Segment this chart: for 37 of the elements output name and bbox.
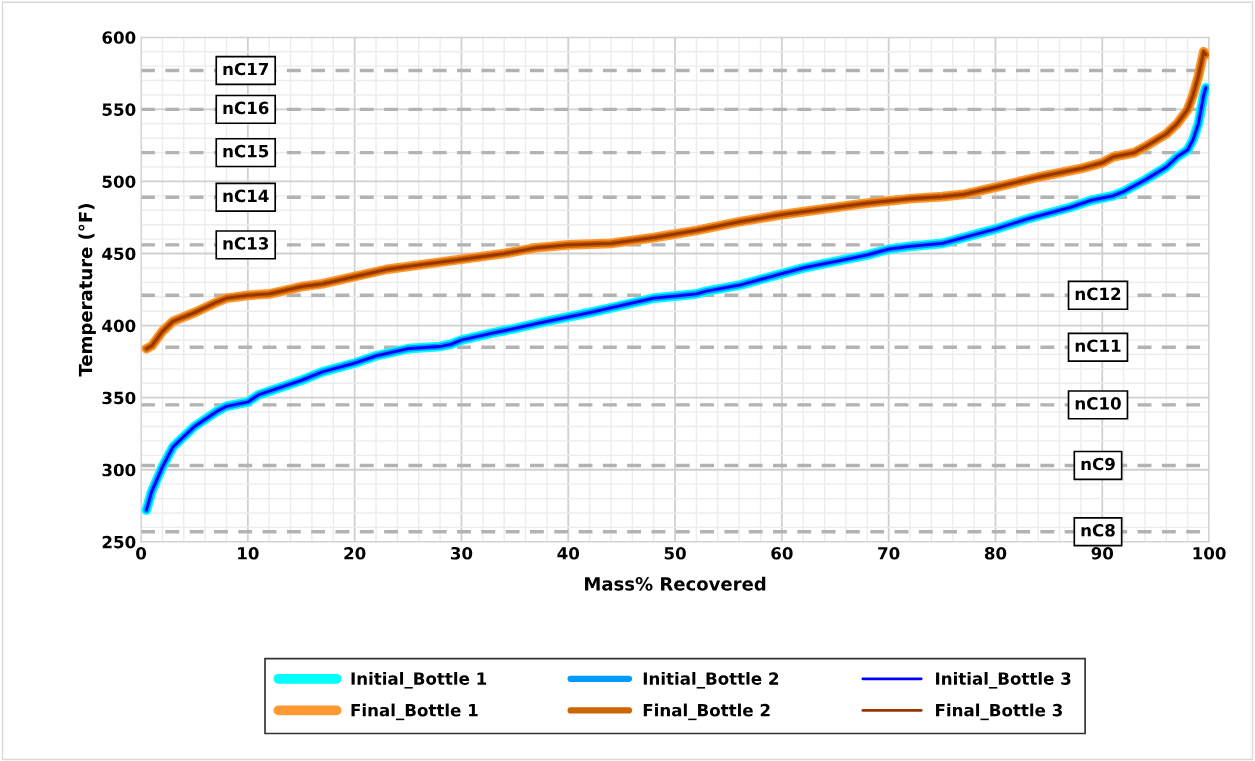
x-tick-label: 30: [450, 546, 473, 560]
y-tick-label: 300: [102, 463, 136, 477]
x-tick-label: 70: [878, 546, 900, 560]
x-tick-label: 40: [557, 546, 580, 560]
legend-label: Initial_Bottle 3: [936, 671, 1071, 689]
y-tick-label: 450: [102, 247, 136, 261]
y-tick-label: 550: [102, 103, 136, 116]
x-tick-label: 80: [984, 546, 1007, 560]
y-tick-label: 250: [102, 535, 136, 549]
ref-line-label: nC10: [1075, 397, 1121, 410]
legend-label: Final_Bottle 1: [351, 703, 478, 721]
x-tick-label: 0: [136, 546, 147, 560]
y-tick-label: 500: [102, 175, 136, 189]
ref-line-label: nC13: [223, 237, 269, 250]
legend-label: Initial_Bottle 1: [351, 671, 487, 689]
x-tick-label: 50: [664, 546, 686, 560]
ref-line-label: nC11: [1075, 339, 1121, 353]
ref-line-label: nC16: [223, 101, 269, 115]
y-tick-label: 350: [102, 391, 136, 405]
ref-line-label: nC9: [1081, 457, 1115, 471]
x-tick-label: 100: [1193, 546, 1226, 560]
legend-label: Final_Bottle 2: [643, 703, 770, 721]
y-axis-title: Temperature (°F): [78, 204, 96, 377]
ref-line-label: nC8: [1081, 523, 1115, 537]
ref-line-label: nC12: [1075, 287, 1121, 301]
x-tick-label: 90: [1091, 546, 1114, 560]
legend-label: Initial_Bottle 2: [643, 671, 779, 689]
ref-line-label: nC15: [223, 144, 269, 158]
x-tick-label: 60: [771, 546, 793, 560]
x-tick-label: 10: [238, 546, 259, 560]
x-tick-label: 20: [344, 546, 366, 560]
ref-line-label: nC17: [223, 62, 269, 76]
x-axis-title: Mass% Recovered: [585, 576, 766, 591]
y-tick-label: 400: [102, 319, 136, 333]
ref-line-label: nC14: [223, 189, 269, 203]
legend-label: Final_Bottle 3: [936, 703, 1062, 721]
y-tick-label: 600: [102, 31, 136, 44]
